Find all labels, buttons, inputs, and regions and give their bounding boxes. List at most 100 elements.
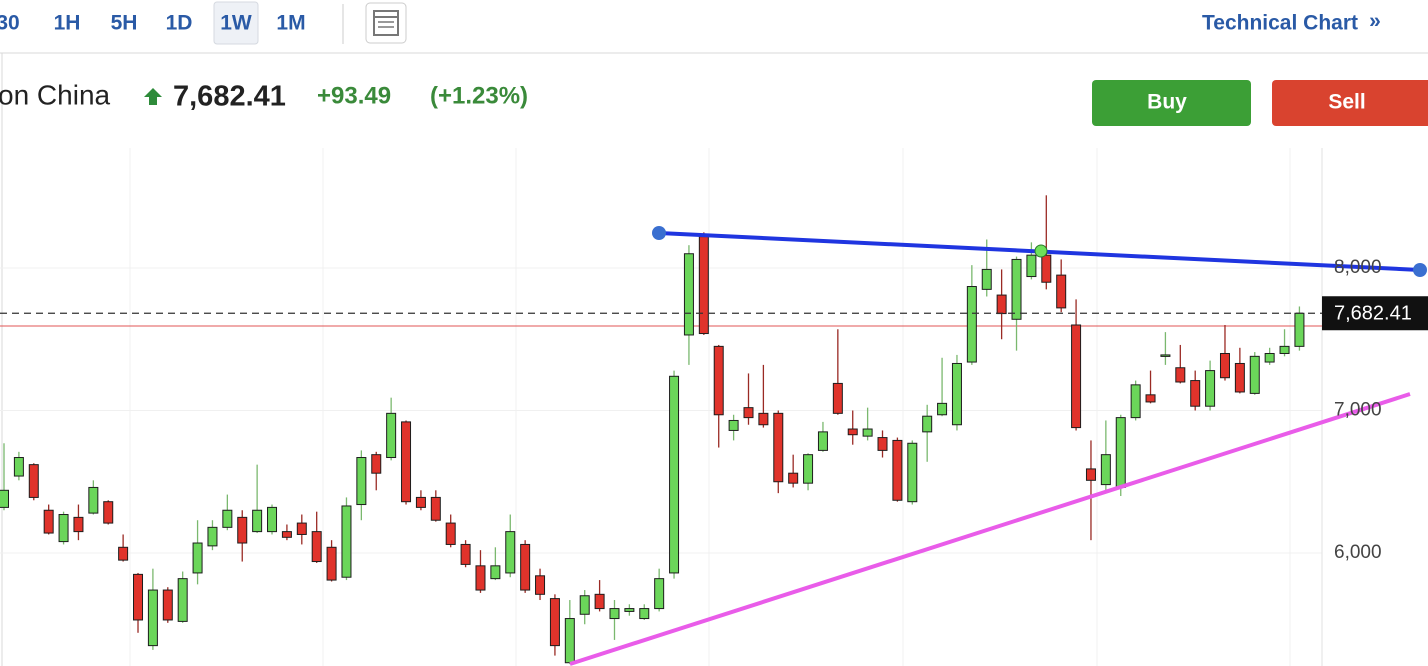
- candle: [1264, 347, 1275, 365]
- candle: [1056, 259, 1067, 313]
- candle-body: [832, 382, 843, 414]
- candle-body: [192, 542, 203, 574]
- candle: [267, 504, 278, 535]
- candle: [535, 568, 546, 601]
- timeframe-tab[interactable]: 1D: [166, 12, 193, 35]
- y-tick-label: 8,000: [1334, 257, 1382, 278]
- candle: [73, 504, 84, 541]
- header-change: +93.49: [317, 82, 391, 109]
- tab-label: 1D: [166, 12, 193, 35]
- candle-body: [966, 286, 977, 363]
- candle-body: [1205, 370, 1216, 407]
- candle-body: [103, 501, 114, 524]
- grid: [0, 148, 1322, 666]
- candle-body: [118, 546, 129, 561]
- candle: [743, 373, 754, 425]
- candle-body: [907, 442, 918, 503]
- candle-body: [579, 595, 590, 615]
- timeframe-tab[interactable]: 1H: [54, 12, 81, 35]
- candle: [326, 540, 337, 582]
- candle-body: [1279, 345, 1290, 354]
- candle-body: [535, 575, 546, 595]
- candle-body: [549, 598, 560, 647]
- technical-chart-link[interactable]: Technical Chart »: [1202, 10, 1381, 35]
- candle-body: [1264, 352, 1275, 363]
- candle: [1011, 256, 1022, 351]
- candle-body: [1175, 367, 1186, 383]
- candle: [951, 354, 962, 431]
- candle-body: [460, 543, 471, 565]
- candle-body: [341, 505, 352, 578]
- candle-body: [445, 522, 456, 545]
- candle-body: [356, 457, 367, 506]
- candle: [1190, 370, 1201, 411]
- icon-frame: [373, 10, 399, 36]
- candle-body: [743, 407, 754, 419]
- candle-body: [133, 573, 144, 621]
- candle: [1026, 242, 1037, 280]
- sell-button[interactable]: Sell: [1272, 80, 1428, 126]
- timeframe-tab[interactable]: 30: [0, 12, 20, 35]
- candle: [415, 490, 426, 511]
- candle: [594, 580, 605, 612]
- y-tick-label: 6,000: [1334, 542, 1382, 563]
- link-text: Technical Chart: [1202, 12, 1358, 35]
- candle-body: [758, 412, 769, 426]
- button-label: Sell: [1328, 91, 1365, 114]
- timeframe-tab[interactable]: 1M: [276, 12, 305, 35]
- candle: [371, 451, 382, 491]
- candle: [460, 540, 471, 568]
- candle: [1219, 324, 1230, 381]
- trend-handle: [1413, 263, 1427, 277]
- candle-body: [177, 578, 188, 622]
- candle-body: [58, 514, 69, 543]
- candle-body: [490, 565, 501, 580]
- candle-body: [386, 412, 397, 459]
- candle-body: [401, 421, 412, 503]
- candle-body: [1190, 380, 1201, 407]
- candle: [1130, 380, 1141, 421]
- candle-body: [1160, 354, 1171, 357]
- button-bg: [1092, 80, 1251, 126]
- candle-body: [654, 578, 665, 610]
- candle: [1145, 370, 1156, 404]
- candle: [803, 453, 814, 491]
- candle-body: [1085, 468, 1096, 481]
- candle: [177, 571, 188, 623]
- candle-body: [1026, 254, 1037, 278]
- candle-body: [1056, 274, 1067, 309]
- layout-icon[interactable]: [365, 2, 407, 44]
- buy-button[interactable]: Buy: [1092, 80, 1251, 126]
- candle-body: [817, 431, 828, 451]
- candle-body: [713, 345, 724, 416]
- candle-body: [1219, 352, 1230, 379]
- candle-body: [937, 402, 948, 416]
- candle-body: [430, 496, 441, 521]
- candle-body: [1234, 362, 1245, 393]
- candle: [58, 511, 69, 545]
- candle: [0, 443, 9, 511]
- candle-body: [222, 509, 233, 528]
- candle-body: [564, 618, 575, 664]
- tab-label: 1M: [276, 12, 305, 35]
- candle: [728, 414, 739, 441]
- header-change-pct: (+1.23%): [430, 82, 528, 109]
- candle-body: [207, 526, 218, 547]
- candle-body: [520, 543, 531, 591]
- timeframe-tab[interactable]: 1W: [213, 1, 259, 45]
- candle: [147, 568, 158, 650]
- candle-body: [1100, 454, 1111, 486]
- timeframe-tab[interactable]: 5H: [111, 12, 138, 35]
- candle: [103, 500, 114, 525]
- candle-body: [88, 486, 99, 514]
- candle: [1085, 440, 1096, 541]
- candle: [386, 397, 397, 461]
- candle: [907, 440, 918, 505]
- candle-body: [237, 516, 248, 544]
- candle-body: [698, 236, 709, 335]
- candle-body: [892, 439, 903, 501]
- candle: [654, 568, 665, 612]
- candle: [698, 232, 709, 335]
- up-arrow: [144, 88, 162, 105]
- candle-body: [252, 509, 263, 533]
